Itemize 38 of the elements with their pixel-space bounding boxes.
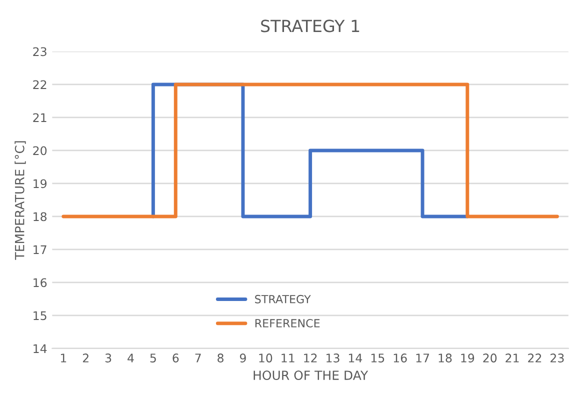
x-tick-label: 23 [550,354,564,362]
x-tick-label: 10 [259,354,272,362]
y-tick-label: 20 [33,146,47,156]
x-axis-title: HOUR OF THE DAY [254,370,368,380]
y-tick-label: 22 [33,80,46,89]
x-tick-label: 3 [105,354,112,362]
x-tick-label: 6 [172,354,179,362]
y-tick-label: 15 [34,311,46,320]
x-tick-label: 9 [240,354,246,362]
x-tick-label: 8 [218,354,224,362]
y-tick-label: 16 [34,278,47,288]
x-tick-label: 4 [128,354,134,362]
chart-title: STRATEGY 1 [261,20,360,32]
legend-label: STRATEGY [255,294,311,304]
x-tick-label: 5 [150,354,156,362]
x-tick-label: 22 [528,354,542,362]
y-tick-label: 18 [34,212,47,222]
x-tick-label: 11 [282,354,294,362]
x-tick-label: 20 [483,354,497,362]
y-tick-label: 19 [34,179,47,188]
legend-label: REFERENCE [255,319,320,328]
x-tick-label: 15 [371,354,384,362]
x-tick-label: 14 [348,354,362,362]
x-tick-label: 18 [438,354,452,362]
x-tick-label: 16 [394,354,407,362]
y-tick-label: 14 [34,344,47,353]
x-tick-label: 19 [461,354,474,362]
y-tick-label: 21 [33,113,46,122]
y-axis-title: TEMPERATURE [°C] [14,141,26,260]
x-tick-label: 13 [326,354,340,362]
x-tick-label: 7 [195,354,201,362]
y-tick-label: 23 [33,47,46,56]
y-tick-label: 17 [34,245,46,254]
x-tick-label: 17 [416,354,430,362]
x-tick-label: 1 [60,354,66,362]
x-tick-label: 2 [82,354,88,362]
x-tick-label: 21 [506,354,519,362]
x-tick-label: 12 [304,354,317,362]
